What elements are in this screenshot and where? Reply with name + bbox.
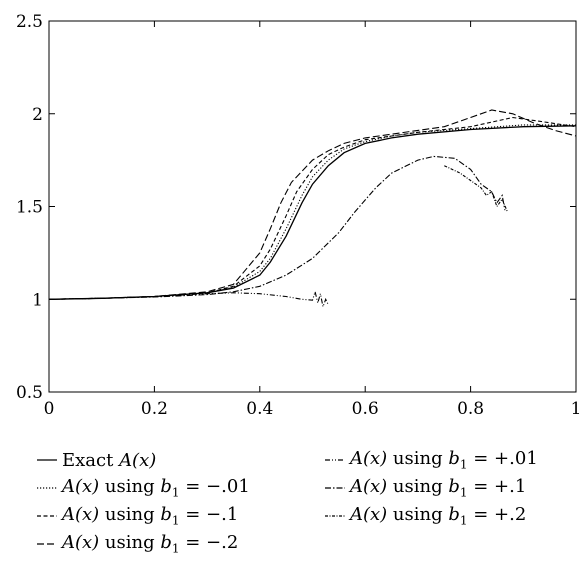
x-tick-label: 0.4 <box>246 399 273 419</box>
y-tick-label: 1.5 <box>16 198 43 218</box>
legend-item-p02: A(x) using b1 = +.2 <box>324 502 526 530</box>
series-line-2 <box>48 116 577 300</box>
legend-swatch <box>37 515 57 517</box>
series-line-0 <box>48 125 577 300</box>
legend-item-p001: A(x) using b1 = +.01 <box>324 446 538 474</box>
axis-ticks: 0 0.2 0.4 0.6 0.8 1 0.5 1 1.5 2 2.5 <box>16 12 581 419</box>
legend-item-m01: A(x) using b1 = −.1 <box>36 502 238 530</box>
x-tick-label: 0 <box>44 399 55 419</box>
y-tick-label: 1 <box>32 290 43 310</box>
legend-label: A(x) using b1 = +.1 <box>350 476 527 500</box>
legend-label: A(x) using b1 = −.2 <box>62 532 239 556</box>
series-line-3 <box>48 109 577 300</box>
series-layer <box>48 109 577 309</box>
series-line-6 <box>444 165 509 213</box>
x-tick-label: 0.8 <box>457 399 484 419</box>
legend-label: A(x) using b1 = +.2 <box>350 504 527 528</box>
x-tick-label: 1 <box>571 399 582 419</box>
line-chart: 0 0.2 0.4 0.6 0.8 1 0.5 1 1.5 2 2.5 <box>16 12 581 419</box>
legend-label: A(x) using b1 = +.01 <box>350 448 538 472</box>
legend-swatch <box>37 543 57 545</box>
series-line-4 <box>48 289 329 309</box>
y-tick-label: 0.5 <box>16 383 43 403</box>
legend-item-m001: A(x) using b1 = −.01 <box>36 474 250 502</box>
x-tick-label: 0.6 <box>352 399 379 419</box>
legend-label: A(x) using b1 = −.01 <box>62 476 250 500</box>
legend-item-exact: Exact A(x) <box>36 446 156 474</box>
y-tick-label: 2.5 <box>16 12 43 32</box>
legend: Exact A(x) A(x) using b1 = −.01 A(x) using… <box>0 420 584 563</box>
legend-swatch <box>37 487 57 489</box>
legend-swatch <box>325 459 345 461</box>
legend-label: A(x) using b1 = −.1 <box>62 504 239 528</box>
legend-item-p01: A(x) using b1 = +.1 <box>324 474 526 502</box>
legend-swatch <box>325 515 345 517</box>
legend-swatch <box>37 459 57 461</box>
legend-item-m02: A(x) using b1 = −.2 <box>36 530 238 558</box>
legend-label: Exact A(x) <box>62 449 157 471</box>
series-line-5 <box>48 155 506 300</box>
series-line-1 <box>48 124 576 300</box>
legend-swatch <box>325 487 345 489</box>
x-tick-label: 0.2 <box>141 399 168 419</box>
y-tick-label: 2 <box>32 105 43 125</box>
